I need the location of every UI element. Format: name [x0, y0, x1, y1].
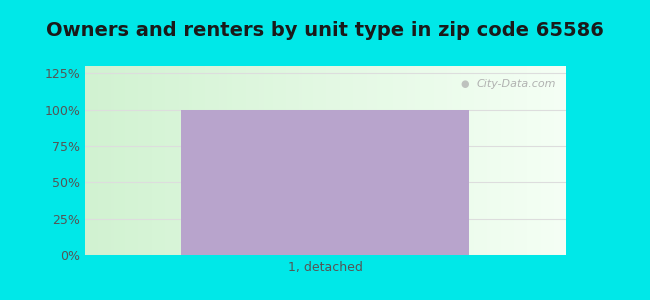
Bar: [181, 110, 469, 255]
Text: ●: ●: [461, 79, 469, 89]
Text: Owners and renters by unit type in zip code 65586: Owners and renters by unit type in zip c…: [46, 21, 604, 40]
Text: City-Data.com: City-Data.com: [476, 79, 556, 89]
